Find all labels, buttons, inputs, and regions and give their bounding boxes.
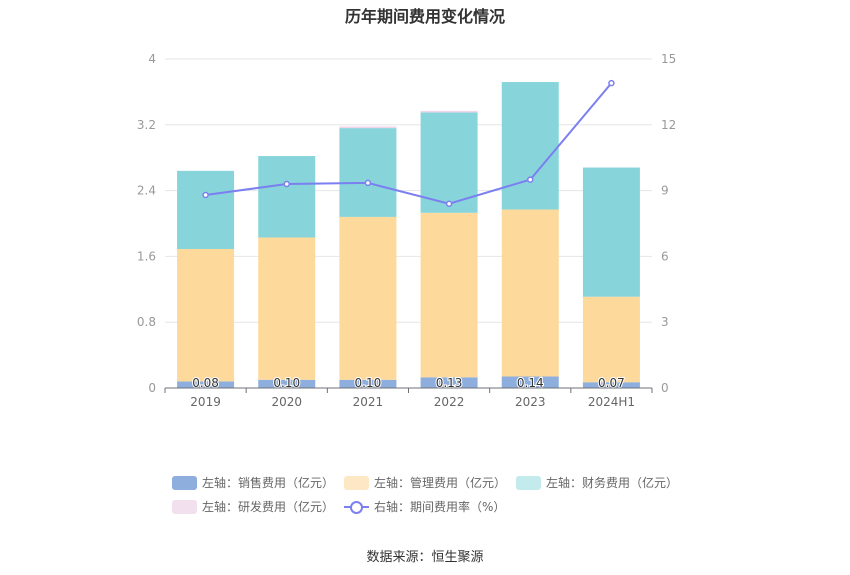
bar-segment xyxy=(420,112,478,213)
data-label: 0.08 xyxy=(192,376,219,390)
bar-segment xyxy=(501,209,559,377)
rate-line xyxy=(205,82,613,205)
bar-segment xyxy=(177,170,235,249)
bar-segment xyxy=(501,376,559,388)
bar-segment xyxy=(177,248,235,382)
bar-segment xyxy=(339,379,397,388)
y-right-tick-label: 12 xyxy=(661,118,676,132)
y-right-tick-label: 9 xyxy=(661,184,669,198)
rate-line-series xyxy=(202,79,615,208)
y-right-tick-label: 0 xyxy=(661,381,669,395)
data-label: 0.14 xyxy=(517,376,544,390)
source-note: 数据来源：恒生聚源 xyxy=(366,550,484,565)
bar-segment xyxy=(339,128,397,217)
y-left-tick-label: 0.8 xyxy=(137,315,156,329)
data-label: 0.07 xyxy=(598,376,625,390)
legend-label-rate: 右轴：期间费用率（%） xyxy=(374,500,506,514)
grid-lines xyxy=(165,58,652,323)
legend-swatch-rnd xyxy=(172,499,197,514)
legend-swatch-sales xyxy=(172,475,197,490)
y-right-tick-label: 3 xyxy=(661,315,669,329)
x-tick-label: 2024H1 xyxy=(588,395,635,409)
bar-segment xyxy=(258,156,316,238)
y-right-tick-label: 15 xyxy=(661,52,676,66)
y-left-tick-label: 0 xyxy=(148,381,156,395)
legend-label-admin: 左轴：管理费用（亿元） xyxy=(374,476,507,490)
rate-point xyxy=(527,176,534,183)
legend-item-sales[interactable]: 左轴：销售费用（亿元） xyxy=(172,474,334,491)
x-tick-label: 2020 xyxy=(271,395,302,409)
chart-plot: 0.08 0.10 0.10 0.13 0.14 0.07 0 0 0.8 3 1.6 6 2.4 9 3… xyxy=(137,52,676,409)
bar-segment xyxy=(582,382,640,388)
x-tick-label: 2019 xyxy=(190,395,221,409)
bar-segment xyxy=(420,110,478,113)
data-label: 0.10 xyxy=(273,376,300,390)
rate-point xyxy=(364,179,372,187)
legend-swatch-finance xyxy=(516,475,541,490)
y-left-tick-label: 3.2 xyxy=(137,118,156,132)
bar-segment xyxy=(501,82,559,210)
rate-point xyxy=(608,79,615,87)
y-left-tick-label: 4 xyxy=(148,52,156,66)
bar-segment xyxy=(420,212,478,378)
data-label: 0.13 xyxy=(436,376,463,390)
legend-swatch-admin xyxy=(344,475,369,490)
x-tick-label: 2022 xyxy=(434,395,465,409)
rate-point xyxy=(283,180,290,188)
legend-label-finance: 左轴：财务费用（亿元） xyxy=(546,476,679,490)
y-left-tick-label: 2.4 xyxy=(137,184,156,198)
bar-segment xyxy=(339,216,397,380)
bar-segment xyxy=(258,237,316,380)
bar-segment xyxy=(582,167,640,297)
legend-item-admin[interactable]: 左轴：管理费用（亿元） xyxy=(344,474,506,491)
bar-segment xyxy=(177,381,235,388)
chart-title: 历年期间费用变化情况 xyxy=(344,7,505,26)
y-left-tick-label: 1.6 xyxy=(137,249,156,263)
bar-segment xyxy=(258,379,316,388)
y-right-tick-label: 6 xyxy=(661,249,669,263)
x-tick-label: 2021 xyxy=(353,395,384,409)
legend-item-finance[interactable]: 左轴：财务费用（亿元） xyxy=(516,474,678,491)
data-label: 0.10 xyxy=(355,376,382,390)
x-tick-label: 2023 xyxy=(515,395,546,409)
legend-item-rate[interactable]: 右轴：期间费用率（%） xyxy=(344,498,505,515)
bar-series xyxy=(177,82,640,388)
legend-item-rnd[interactable]: 左轴：研发费用（亿元） xyxy=(172,498,334,515)
data-labels: 0.08 0.10 0.10 0.13 0.14 0.07 xyxy=(191,375,626,391)
bar-segment xyxy=(339,126,397,129)
rate-point xyxy=(445,200,453,208)
rate-point xyxy=(202,191,209,199)
bar-segment xyxy=(582,296,640,383)
legend-label-rnd: 左轴：研发费用（亿元） xyxy=(202,500,335,514)
legend-label-sales: 左轴：销售费用（亿元） xyxy=(202,476,335,490)
legend-line-marker-icon xyxy=(344,500,369,514)
axes: 0 0 0.8 3 1.6 6 2.4 9 3.2 12 4 15 2019 2020 2021 2022 20… xyxy=(137,52,676,409)
bar-segment xyxy=(420,377,478,388)
